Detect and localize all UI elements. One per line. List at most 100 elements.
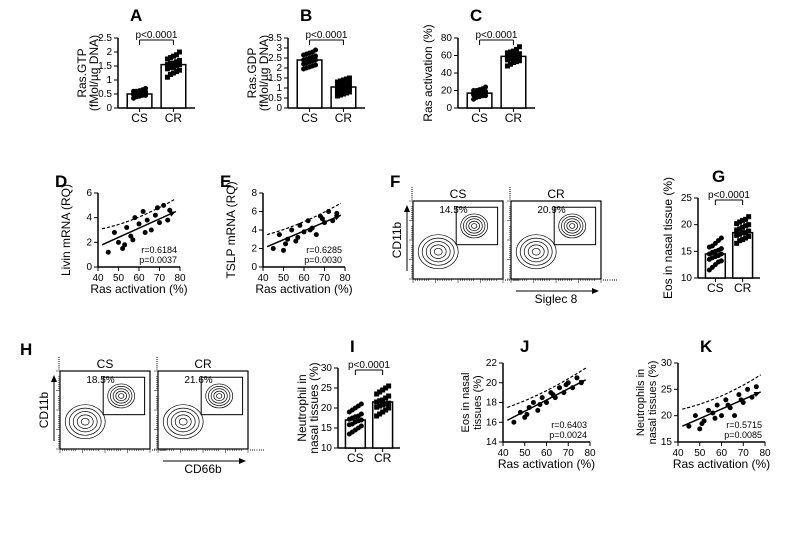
svg-text:Ras activation (%): Ras activation (%) bbox=[673, 457, 770, 471]
svg-text:Eos in nasal: Eos in nasal bbox=[460, 373, 472, 433]
svg-text:0: 0 bbox=[446, 103, 452, 114]
svg-text:p=0.0085: p=0.0085 bbox=[724, 430, 762, 440]
svg-text:15: 15 bbox=[681, 246, 693, 257]
svg-text:0: 0 bbox=[86, 262, 92, 273]
svg-text:CR: CR bbox=[374, 451, 392, 465]
svg-text:4: 4 bbox=[86, 213, 92, 224]
svg-text:40: 40 bbox=[441, 68, 453, 79]
svg-text:p=0.0037: p=0.0037 bbox=[139, 255, 177, 265]
svg-text:25: 25 bbox=[661, 384, 673, 395]
svg-text:(fMol/µg DNA): (fMol/µg DNA) bbox=[87, 35, 101, 111]
svg-text:CD66b: CD66b bbox=[184, 462, 222, 476]
panel-label-j: J bbox=[520, 337, 529, 357]
svg-text:15: 15 bbox=[661, 437, 673, 448]
svg-text:Ras activation (%): Ras activation (%) bbox=[498, 457, 595, 471]
svg-text:16: 16 bbox=[486, 417, 498, 428]
chart-k: 405060708015202530Ras activation (%)Neut… bbox=[640, 355, 770, 470]
chart-i: 1015202530CSCRp<0.0001Neutrophil innasal… bbox=[300, 350, 405, 470]
svg-text:CR: CR bbox=[734, 281, 752, 295]
svg-text:1: 1 bbox=[276, 83, 282, 94]
svg-text:nasal tissues (%): nasal tissues (%) bbox=[307, 362, 321, 453]
svg-text:r=0.6184: r=0.6184 bbox=[141, 245, 177, 255]
svg-text:Ras activation (%): Ras activation (%) bbox=[255, 282, 352, 296]
svg-text:CS: CS bbox=[450, 187, 467, 201]
svg-text:p<0.0001: p<0.0001 bbox=[306, 30, 348, 41]
svg-text:20: 20 bbox=[321, 403, 333, 414]
chart-e: 405060708002468Ras activation (%)TSLP mR… bbox=[225, 185, 350, 295]
svg-text:80: 80 bbox=[441, 33, 453, 44]
svg-text:p=0.0024: p=0.0024 bbox=[549, 430, 587, 440]
svg-text:8: 8 bbox=[251, 188, 257, 199]
flow-f: CS14.5%CR20.9%CD11bSiglec 8 bbox=[395, 185, 605, 300]
svg-text:CR: CR bbox=[165, 111, 183, 125]
svg-text:1: 1 bbox=[106, 75, 112, 86]
svg-text:18: 18 bbox=[486, 398, 498, 409]
svg-text:60: 60 bbox=[441, 51, 453, 62]
svg-text:2: 2 bbox=[251, 244, 257, 255]
svg-text:CR: CR bbox=[505, 111, 523, 125]
svg-text:p<0.0001: p<0.0001 bbox=[348, 360, 390, 371]
svg-text:14.5%: 14.5% bbox=[439, 205, 467, 216]
svg-text:2: 2 bbox=[106, 47, 112, 58]
svg-text:30: 30 bbox=[321, 363, 333, 374]
svg-text:Siglec 8: Siglec 8 bbox=[535, 292, 578, 306]
chart-a: 00.511.522.5CSCRp<0.0001Ras.GTP(fMol/µg … bbox=[80, 20, 200, 130]
svg-text:Ras activation (%): Ras activation (%) bbox=[90, 282, 187, 296]
svg-text:15: 15 bbox=[321, 423, 333, 434]
svg-text:2: 2 bbox=[86, 237, 92, 248]
svg-text:r=0.6403: r=0.6403 bbox=[551, 420, 587, 430]
svg-text:18.5%: 18.5% bbox=[86, 375, 114, 386]
svg-text:Neutrophils in: Neutrophils in bbox=[635, 369, 647, 436]
svg-text:CR: CR bbox=[335, 111, 353, 125]
svg-text:Eos in nasal tissue (%): Eos in nasal tissue (%) bbox=[661, 177, 675, 299]
svg-text:10: 10 bbox=[321, 443, 333, 454]
svg-text:p<0.0001: p<0.0001 bbox=[136, 30, 178, 41]
svg-text:22: 22 bbox=[486, 358, 498, 369]
svg-text:0: 0 bbox=[251, 262, 257, 273]
svg-text:Ras activation (%): Ras activation (%) bbox=[421, 24, 435, 121]
svg-text:20: 20 bbox=[441, 86, 453, 97]
svg-text:r=0.6285: r=0.6285 bbox=[306, 245, 342, 255]
chart-b: 00.511.522.533.5CSCRp<0.0001Ras.GDP(fMol… bbox=[250, 20, 370, 130]
svg-text:0: 0 bbox=[276, 103, 282, 114]
svg-text:25: 25 bbox=[681, 193, 693, 204]
svg-text:2: 2 bbox=[276, 63, 282, 74]
panel-label-k: K bbox=[700, 337, 712, 357]
svg-text:nasal tissues (%): nasal tissues (%) bbox=[647, 361, 659, 445]
svg-text:20: 20 bbox=[681, 220, 693, 231]
chart-j: 40506070801416182022Ras activation (%)Eo… bbox=[465, 355, 595, 470]
svg-text:(fMol/µg DNA): (fMol/µg DNA) bbox=[257, 35, 271, 111]
chart-c: 0 20 40 60 80 CS CR p<0.0001 Ras activation (%) bbox=[420, 20, 540, 130]
svg-text:20.9%: 20.9% bbox=[537, 205, 565, 216]
svg-text:CR: CR bbox=[547, 187, 565, 201]
svg-text:6: 6 bbox=[86, 188, 92, 199]
svg-text:p<0.0001: p<0.0001 bbox=[708, 190, 750, 201]
svg-text:30: 30 bbox=[661, 358, 673, 369]
svg-text:CS: CS bbox=[301, 111, 318, 125]
svg-text:3: 3 bbox=[276, 43, 282, 54]
svg-text:20: 20 bbox=[661, 411, 673, 422]
svg-text:CD11b: CD11b bbox=[390, 221, 404, 258]
svg-text:CS: CS bbox=[707, 281, 724, 295]
svg-text:0: 0 bbox=[106, 103, 112, 114]
svg-text:TSLP mRNA (RQ): TSLP mRNA (RQ) bbox=[224, 181, 238, 278]
svg-text:p=0.0030: p=0.0030 bbox=[304, 255, 342, 265]
svg-text:25: 25 bbox=[321, 383, 333, 394]
svg-text:20: 20 bbox=[486, 378, 498, 389]
chart-d: 40506070800246Ras activation (%)Livin mR… bbox=[60, 185, 185, 295]
svg-text:r=0.5715: r=0.5715 bbox=[726, 420, 762, 430]
svg-text:CR: CR bbox=[194, 357, 212, 371]
svg-text:p<0.0001: p<0.0001 bbox=[476, 30, 518, 41]
chart-g: 10 15 20 25 CS CR p<0.0001 Eos in nasal tissue … bbox=[660, 180, 765, 300]
svg-text:10: 10 bbox=[681, 273, 693, 284]
svg-text:4: 4 bbox=[251, 225, 257, 236]
svg-text:CD11b: CD11b bbox=[37, 391, 51, 428]
svg-text:Livin mRNA (RQ): Livin mRNA (RQ) bbox=[59, 184, 73, 276]
svg-text:14: 14 bbox=[486, 437, 498, 448]
flow-h: CS18.5%CR21.6%CD11bCD66b bbox=[42, 355, 252, 470]
panel-label-h: H bbox=[20, 340, 32, 360]
svg-text:CS: CS bbox=[97, 357, 114, 371]
svg-text:CS: CS bbox=[471, 111, 488, 125]
svg-text:6: 6 bbox=[251, 207, 257, 218]
svg-text:CS: CS bbox=[131, 111, 148, 125]
